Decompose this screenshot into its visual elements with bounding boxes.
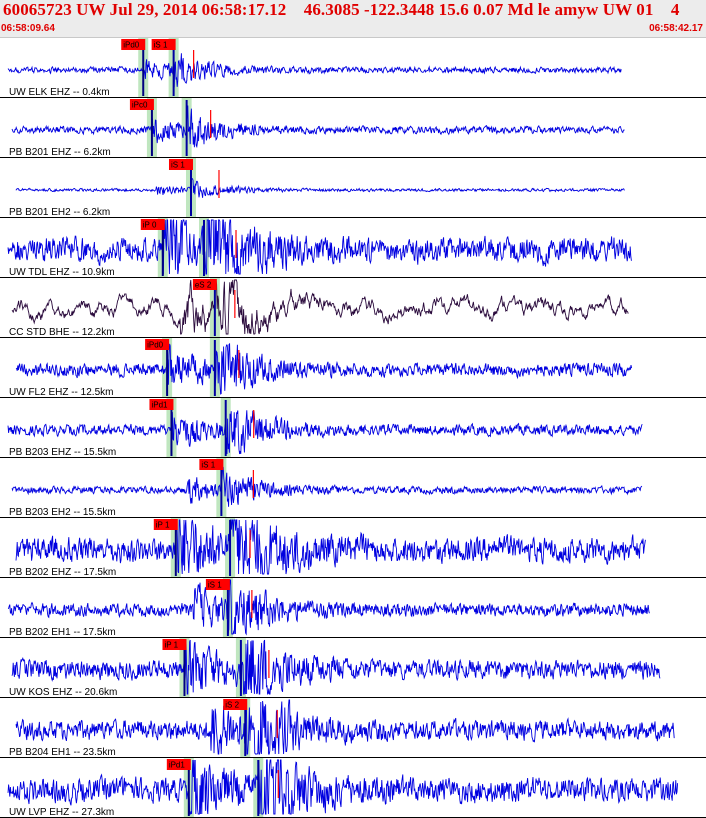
pick-box (151, 39, 176, 50)
pick-box (205, 579, 230, 590)
time-end-label: 06:58:42.17 (649, 23, 703, 34)
pick-label: iP 0 (143, 221, 157, 230)
pick-label: iPd1 (169, 761, 186, 770)
waveform-trace (15, 342, 633, 395)
channel-label: UW ELK EHZ -- 0.4km (9, 87, 110, 98)
pick-label: iPd0 (123, 41, 140, 50)
waveform-trace (7, 759, 679, 815)
channel-row: iP 1 UW KOS EHZ -- 20.6km (0, 638, 706, 698)
pick-box (199, 459, 224, 470)
channel-row: iPd1 UW LVP EHZ -- 27.3km (0, 758, 706, 818)
pick-label: iS 2 (225, 701, 239, 710)
channel-label: CC STD BHE -- 12.2km (9, 327, 115, 338)
pick-box (168, 159, 193, 170)
channel-row: iP 1 PB B202 EHZ -- 17.5km (0, 518, 706, 578)
waveform-trace (11, 639, 661, 695)
trace-panel: iPd0 iS 1 UW ELK EHZ -- 0.4km iPc0 PB B201 E… (0, 38, 706, 818)
waveform-trace (7, 218, 632, 275)
pick-box (149, 399, 174, 410)
channel-label: PB B204 EH1 -- 23.5km (9, 747, 116, 758)
pick-box (192, 279, 217, 290)
channel-row: iS 1 PB B202 EH1 -- 17.5km (0, 578, 706, 638)
channel-label: UW FL2 EHZ -- 12.5km (9, 387, 113, 398)
pick-label: iS 1 (154, 41, 168, 50)
pick-box (121, 39, 146, 50)
channel-label: PB B202 EHZ -- 17.5km (9, 567, 116, 578)
channel-label: PB B202 EH1 -- 17.5km (9, 627, 116, 638)
pick-label: eS 2 (195, 281, 212, 290)
title-bar: 60065723 UW Jul 29, 2014 06:58:17.12 46.… (0, 0, 706, 38)
waveform-trace (7, 410, 643, 455)
waveform-trace (15, 178, 625, 198)
channel-row: iP 0 UW TDL EHZ -- 10.9km (0, 218, 706, 278)
waveform-trace (7, 579, 650, 636)
channel-row: iPc0 PB B201 EHZ -- 6.2km (0, 98, 706, 158)
channel-label: PB B201 EH2 -- 6.2km (9, 207, 110, 218)
pick-box (166, 759, 191, 770)
channel-row: eS 2 CC STD BHE -- 12.2km (0, 278, 706, 338)
event-title: 60065723 UW Jul 29, 2014 06:58:17.12 46.… (3, 0, 680, 19)
pick-label: iS 1 (171, 161, 185, 170)
channel-label: UW TDL EHZ -- 10.9km (9, 267, 115, 278)
pick-box (129, 99, 154, 110)
pick-label: iPd1 (151, 401, 168, 410)
channel-row: iPd1 PB B203 EHZ -- 15.5km (0, 398, 706, 458)
channel-row: iS 2 PB B204 EH1 -- 23.5km (0, 698, 706, 758)
waveform-trace (11, 466, 643, 507)
pick-box (145, 339, 170, 350)
channel-label: UW LVP EHZ -- 27.3km (9, 807, 114, 818)
waveform-trace (15, 519, 646, 575)
pick-label: iP 1 (156, 521, 170, 530)
waveform-trace (7, 53, 622, 88)
channel-row: iPd0 UW FL2 EHZ -- 12.5km (0, 338, 706, 398)
channel-label: UW KOS EHZ -- 20.6km (9, 687, 117, 698)
pick-box (223, 699, 248, 710)
waveform-trace (11, 279, 629, 335)
waveform-trace (15, 699, 675, 755)
pick-box (153, 519, 178, 530)
pick-label: iPd0 (147, 341, 164, 350)
channel-row: iPd0 iS 1 UW ELK EHZ -- 0.4km (0, 38, 706, 98)
channel-label: PB B203 EHZ -- 15.5km (9, 447, 116, 458)
channel-label: PB B203 EH2 -- 15.5km (9, 507, 116, 518)
channel-row: iS 1 PB B201 EH2 -- 6.2km (0, 158, 706, 218)
pick-label: iP 1 (164, 641, 178, 650)
pick-box (162, 639, 187, 650)
pick-label: iS 1 (201, 461, 215, 470)
channel-row: iS 1 PB B203 EH2 -- 15.5km (0, 458, 706, 518)
time-start-label: 06:58:09.64 (1, 23, 55, 34)
pick-box (140, 219, 165, 230)
channel-label: PB B201 EHZ -- 6.2km (9, 147, 111, 158)
waveform-trace (11, 105, 625, 149)
pick-label: iS 1 (208, 581, 222, 590)
pick-label: iPc0 (132, 101, 148, 110)
